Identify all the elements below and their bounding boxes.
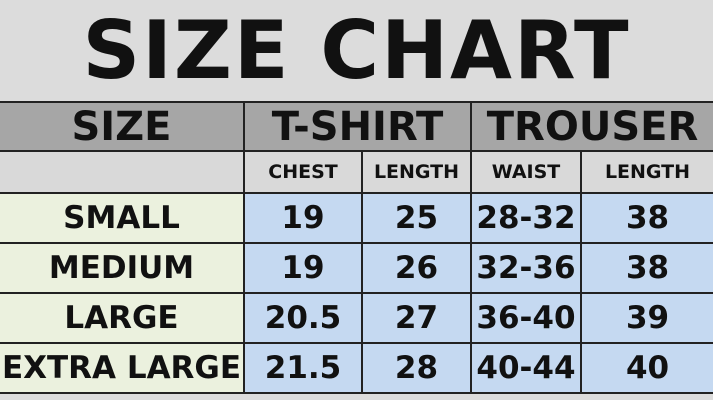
- chest-cell: 19: [243, 242, 363, 294]
- subheader-trouser-length: LENGTH: [579, 150, 713, 194]
- header-size: SIZE: [0, 101, 245, 152]
- waist-cell: 40-44: [470, 342, 582, 394]
- subheader-row: CHEST LENGTH WAIST LENGTH: [0, 150, 713, 194]
- waist-cell: 32-36: [470, 242, 582, 294]
- subheader-empty: [0, 150, 245, 194]
- table-row: MEDIUM 19 26 32-36 38: [0, 242, 713, 294]
- trouser-length-cell: 40: [579, 342, 713, 394]
- subheader-chest: CHEST: [243, 150, 363, 194]
- table-row: EXTRA LARGE 21.5 28 40-44 40: [0, 342, 713, 394]
- size-cell: LARGE: [0, 292, 245, 344]
- trouser-length-cell: 39: [579, 292, 713, 344]
- size-cell: MEDIUM: [0, 242, 245, 294]
- waist-cell: 36-40: [470, 292, 582, 344]
- tshirt-length-cell: 28: [361, 342, 472, 394]
- waist-cell: 28-32: [470, 192, 582, 244]
- page-title: SIZE CHART: [0, 0, 713, 101]
- header-trouser: TROUSER: [469, 101, 713, 152]
- tshirt-length-cell: 26: [361, 242, 472, 294]
- table-row: SMALL 19 25 28-32 38: [0, 192, 713, 244]
- chest-cell: 20.5: [243, 292, 363, 344]
- header-row: SIZE T-SHIRT TROUSER: [0, 101, 713, 152]
- size-chart-table: SIZE T-SHIRT TROUSER CHEST LENGTH WAIST …: [0, 101, 713, 394]
- subheader-tshirt-length: LENGTH: [361, 150, 472, 194]
- header-tshirt: T-SHIRT: [243, 101, 472, 152]
- chest-cell: 19: [243, 192, 363, 244]
- tshirt-length-cell: 27: [361, 292, 472, 344]
- subheader-waist: WAIST: [470, 150, 582, 194]
- table-row: LARGE 20.5 27 36-40 39: [0, 292, 713, 344]
- size-cell: SMALL: [0, 192, 245, 244]
- trouser-length-cell: 38: [579, 192, 713, 244]
- size-cell: EXTRA LARGE: [0, 342, 245, 394]
- tshirt-length-cell: 25: [361, 192, 472, 244]
- chest-cell: 21.5: [243, 342, 363, 394]
- trouser-length-cell: 38: [579, 242, 713, 294]
